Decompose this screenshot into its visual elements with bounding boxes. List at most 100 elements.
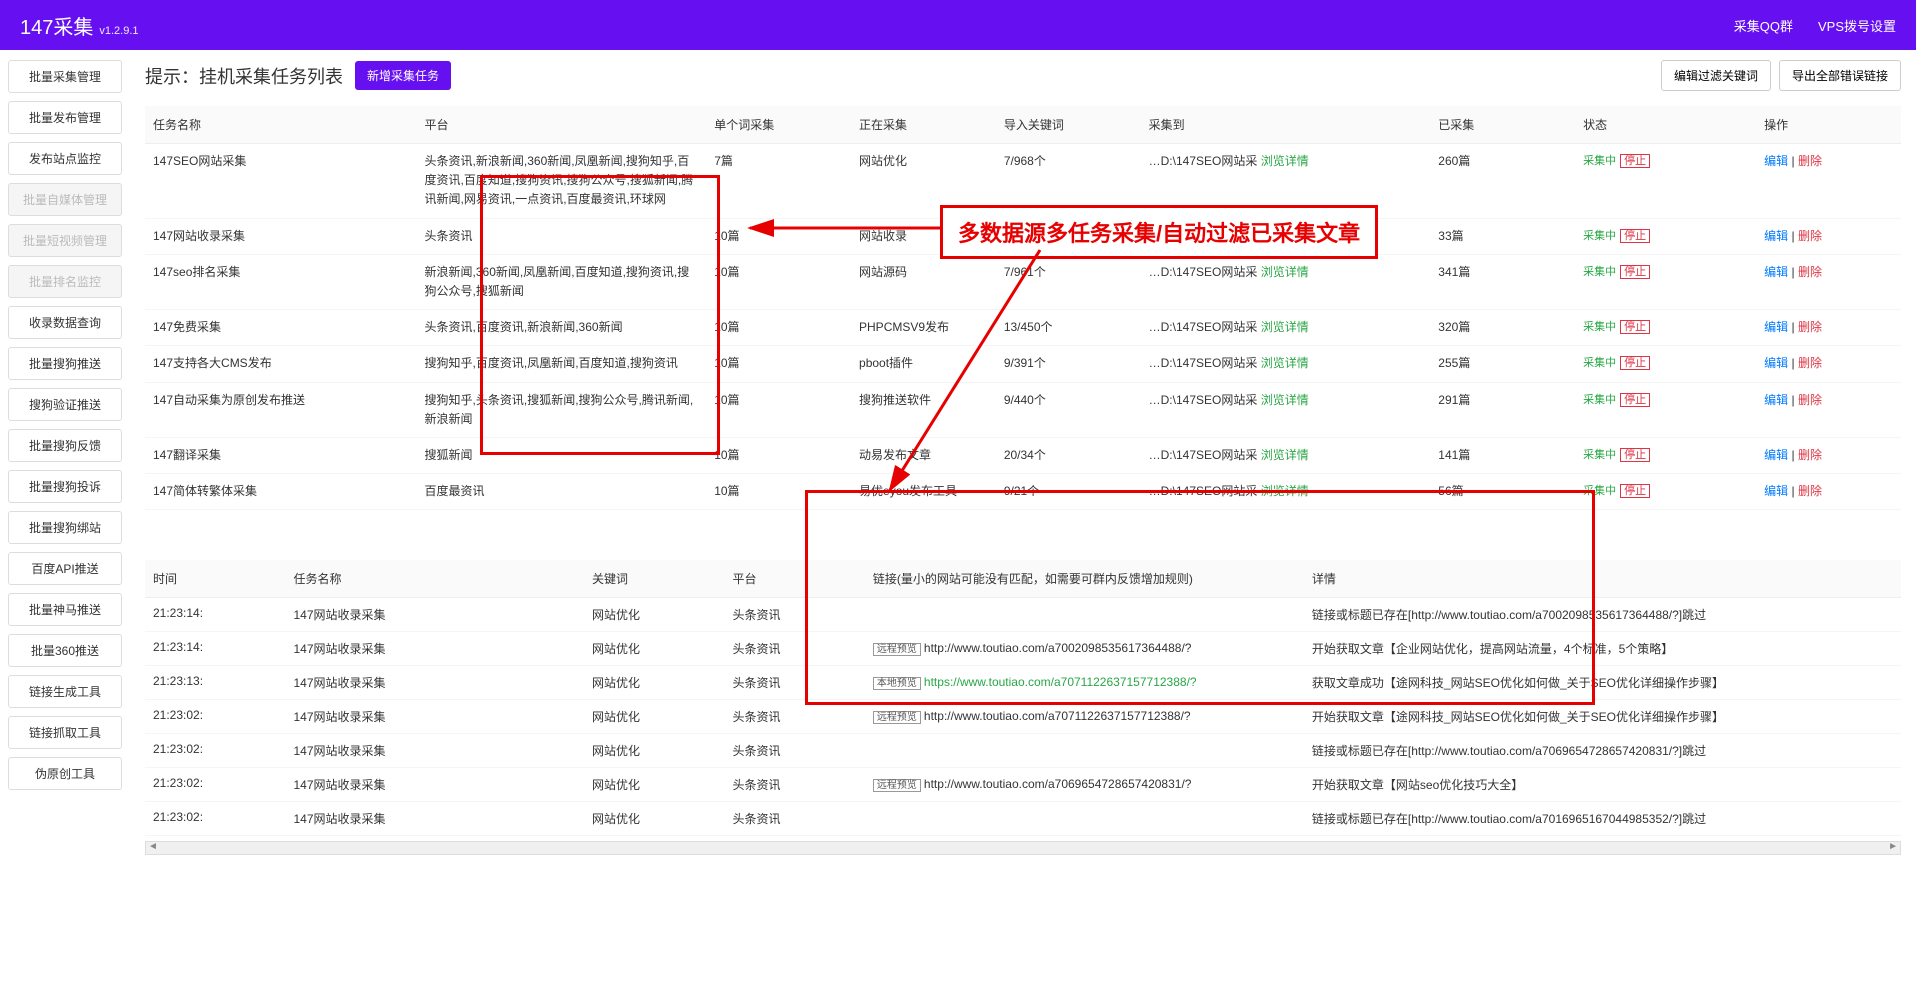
edit-link[interactable]: 编辑 bbox=[1764, 448, 1788, 462]
horizontal-scrollbar[interactable] bbox=[145, 841, 1901, 855]
delete-link[interactable]: 删除 bbox=[1798, 356, 1822, 370]
delete-link[interactable]: 删除 bbox=[1798, 393, 1822, 407]
browse-detail-link[interactable]: 浏览详情 bbox=[1261, 154, 1309, 168]
header-link-vps[interactable]: VPS拨号设置 bbox=[1818, 16, 1896, 35]
sidebar-item-2[interactable]: 发布站点监控 bbox=[8, 142, 122, 175]
log-th-time: 时间 bbox=[145, 560, 285, 598]
delete-link[interactable]: 删除 bbox=[1798, 154, 1822, 168]
sidebar-item-15[interactable]: 链接生成工具 bbox=[8, 675, 122, 708]
edit-link[interactable]: 编辑 bbox=[1764, 320, 1788, 334]
stop-button[interactable]: 停止 bbox=[1620, 484, 1650, 498]
cell-import-kw: 20/34个 bbox=[996, 437, 1141, 473]
log-th-link: 链接(量小的网站可能没有匹配，如需要可群内反馈增加规则) bbox=[865, 560, 1304, 598]
log-time: 21:23:02: bbox=[145, 768, 285, 802]
sidebar-item-7[interactable]: 批量搜狗推送 bbox=[8, 347, 122, 380]
preview-tag[interactable]: 远程预览 bbox=[873, 643, 921, 656]
preview-tag[interactable]: 远程预览 bbox=[873, 779, 921, 792]
browse-detail-link[interactable]: 浏览详情 bbox=[1261, 393, 1309, 407]
stop-button[interactable]: 停止 bbox=[1620, 229, 1650, 243]
preview-tag[interactable]: 远程预览 bbox=[873, 711, 921, 724]
cell-name: 147支持各大CMS发布 bbox=[145, 346, 417, 382]
sidebar-item-12[interactable]: 百度API推送 bbox=[8, 552, 122, 585]
delete-link[interactable]: 删除 bbox=[1798, 229, 1822, 243]
link-url[interactable]: http://www.toutiao.com/a7069654728657420… bbox=[924, 777, 1192, 791]
sidebar-item-0[interactable]: 批量采集管理 bbox=[8, 60, 122, 93]
cell-collected: 56篇 bbox=[1430, 474, 1575, 510]
log-task: 147网站收录采集 bbox=[285, 598, 584, 632]
sidebar-item-10[interactable]: 批量搜狗投诉 bbox=[8, 470, 122, 503]
log-link bbox=[865, 802, 1304, 836]
cell-name: 147SEO网站采集 bbox=[145, 144, 417, 219]
delete-link[interactable]: 删除 bbox=[1798, 265, 1822, 279]
cell-import-kw: 13/450个 bbox=[996, 310, 1141, 346]
cell-collected: 341篇 bbox=[1430, 254, 1575, 309]
link-url[interactable]: http://www.toutiao.com/a7071122637157712… bbox=[924, 709, 1191, 723]
header-link-qq[interactable]: 采集QQ群 bbox=[1734, 16, 1793, 35]
log-time: 21:23:13: bbox=[145, 666, 285, 700]
edit-link[interactable]: 编辑 bbox=[1764, 154, 1788, 168]
sidebar-item-17[interactable]: 伪原创工具 bbox=[8, 757, 122, 790]
stop-button[interactable]: 停止 bbox=[1620, 393, 1650, 407]
sidebar-item-16[interactable]: 链接抓取工具 bbox=[8, 716, 122, 749]
browse-detail-link[interactable]: 浏览详情 bbox=[1261, 448, 1309, 462]
log-task: 147网站收录采集 bbox=[285, 768, 584, 802]
log-time: 21:23:14: bbox=[145, 632, 285, 666]
log-row: 21:23:14:147网站收录采集网站优化头条资讯链接或标题已存在[http:… bbox=[145, 598, 1901, 632]
browse-detail-link[interactable]: 浏览详情 bbox=[1261, 229, 1309, 243]
edit-filter-button[interactable]: 编辑过滤关键词 bbox=[1661, 60, 1771, 91]
link-url[interactable]: https://www.toutiao.com/a707112263715771… bbox=[924, 675, 1197, 689]
stop-button[interactable]: 停止 bbox=[1620, 356, 1650, 370]
sidebar-item-8[interactable]: 搜狗验证推送 bbox=[8, 388, 122, 421]
log-task: 147网站收录采集 bbox=[285, 632, 584, 666]
stop-button[interactable]: 停止 bbox=[1620, 154, 1650, 168]
preview-tag[interactable]: 本地预览 bbox=[873, 677, 921, 690]
cell-collecting: 网站优化 bbox=[851, 144, 996, 219]
cell-action: 编辑 | 删除 bbox=[1756, 254, 1901, 309]
app-header: 147采集 v1.2.9.1 采集QQ群 VPS拨号设置 bbox=[0, 0, 1916, 50]
sidebar-item-6[interactable]: 收录数据查询 bbox=[8, 306, 122, 339]
log-platform: 头条资讯 bbox=[724, 734, 864, 768]
delete-link[interactable]: 删除 bbox=[1798, 320, 1822, 334]
log-keyword: 网站优化 bbox=[584, 768, 724, 802]
stop-button[interactable]: 停止 bbox=[1620, 448, 1650, 462]
cell-status: 采集中停止 bbox=[1575, 346, 1756, 382]
cell-action: 编辑 | 删除 bbox=[1756, 218, 1901, 254]
log-detail: 链接或标题已存在[http://www.toutiao.com/a7016965… bbox=[1304, 802, 1901, 836]
cell-name: 147免费采集 bbox=[145, 310, 417, 346]
browse-detail-link[interactable]: 浏览详情 bbox=[1261, 484, 1309, 498]
log-th-task: 任务名称 bbox=[285, 560, 584, 598]
log-task: 147网站收录采集 bbox=[285, 700, 584, 734]
log-detail: 获取文章成功【途网科技_网站SEO优化如何做_关于SEO优化详细操作步骤】 bbox=[1304, 666, 1901, 700]
log-task: 147网站收录采集 bbox=[285, 802, 584, 836]
browse-detail-link[interactable]: 浏览详情 bbox=[1261, 320, 1309, 334]
edit-link[interactable]: 编辑 bbox=[1764, 356, 1788, 370]
browse-detail-link[interactable]: 浏览详情 bbox=[1261, 356, 1309, 370]
sidebar-item-13[interactable]: 批量神马推送 bbox=[8, 593, 122, 626]
log-link: 远程预览http://www.toutiao.com/a707112263715… bbox=[865, 700, 1304, 734]
status-collecting: 采集中 bbox=[1583, 321, 1616, 333]
th-collecting: 正在采集 bbox=[851, 106, 996, 144]
edit-link[interactable]: 编辑 bbox=[1764, 229, 1788, 243]
sidebar-item-1[interactable]: 批量发布管理 bbox=[8, 101, 122, 134]
export-errors-button[interactable]: 导出全部错误链接 bbox=[1779, 60, 1901, 91]
sidebar-item-9[interactable]: 批量搜狗反馈 bbox=[8, 429, 122, 462]
link-url[interactable]: http://www.toutiao.com/a7002098535617364… bbox=[924, 641, 1192, 655]
cell-collect-to: …D:\147SEO网站采 浏览详情 bbox=[1141, 254, 1431, 309]
browse-detail-link[interactable]: 浏览详情 bbox=[1261, 265, 1309, 279]
cell-action: 编辑 | 删除 bbox=[1756, 382, 1901, 437]
edit-link[interactable]: 编辑 bbox=[1764, 484, 1788, 498]
delete-link[interactable]: 删除 bbox=[1798, 448, 1822, 462]
stop-button[interactable]: 停止 bbox=[1620, 265, 1650, 279]
sidebar-item-14[interactable]: 批量360推送 bbox=[8, 634, 122, 667]
edit-link[interactable]: 编辑 bbox=[1764, 393, 1788, 407]
delete-link[interactable]: 删除 bbox=[1798, 484, 1822, 498]
cell-collect-to: …D:\147SEO网站采 浏览详情 bbox=[1141, 382, 1431, 437]
new-task-button[interactable]: 新增采集任务 bbox=[355, 61, 451, 90]
cell-collected: 141篇 bbox=[1430, 437, 1575, 473]
edit-link[interactable]: 编辑 bbox=[1764, 265, 1788, 279]
cell-action: 编辑 | 删除 bbox=[1756, 474, 1901, 510]
log-row: 21:23:14:147网站收录采集网站优化头条资讯远程预览http://www… bbox=[145, 632, 1901, 666]
status-collecting: 采集中 bbox=[1583, 230, 1616, 242]
stop-button[interactable]: 停止 bbox=[1620, 320, 1650, 334]
sidebar-item-11[interactable]: 批量搜狗绑站 bbox=[8, 511, 122, 544]
